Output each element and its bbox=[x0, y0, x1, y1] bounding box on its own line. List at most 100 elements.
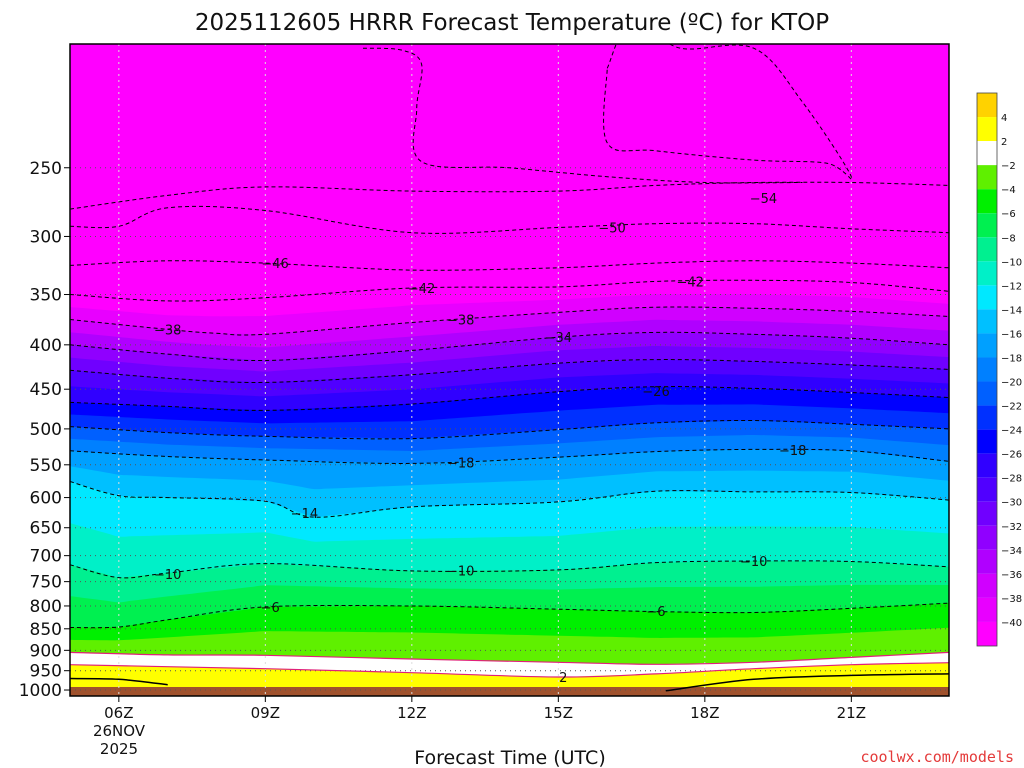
contour-line--22 bbox=[70, 419, 949, 440]
colorbar-swatch bbox=[977, 501, 997, 526]
colorbar-frame bbox=[976, 92, 998, 647]
ground-layer bbox=[70, 686, 949, 696]
x-tick-label: 18Z bbox=[690, 704, 719, 722]
colorbar-swatch bbox=[977, 429, 997, 454]
x-axis-date-day: 26NOV bbox=[93, 722, 146, 740]
colorbar-tick-label: −14 bbox=[1001, 305, 1022, 316]
contour-label: −42 bbox=[676, 275, 703, 290]
colorbar-tick-label: −22 bbox=[1001, 402, 1022, 413]
x-axis-date-year: 2025 bbox=[100, 740, 138, 758]
colorbar-tick-label: −30 bbox=[1001, 498, 1022, 509]
x-tick-label: 12Z bbox=[397, 704, 426, 722]
x-tick-label: 06Z bbox=[104, 704, 133, 722]
colorbar-tick-label: −8 bbox=[1001, 233, 1016, 244]
contour-label: −6 bbox=[261, 601, 280, 616]
contour-label: −10 bbox=[447, 564, 474, 579]
colorbar-tick-label: −36 bbox=[1001, 570, 1022, 581]
y-tick-label: 850 bbox=[30, 620, 62, 640]
contour-label: −54 bbox=[750, 192, 777, 207]
x-tick-label: 15Z bbox=[544, 704, 573, 722]
colorbar-swatch bbox=[977, 333, 997, 358]
colorbar-tick-label: 2 bbox=[1001, 137, 1007, 148]
contour-label: −14 bbox=[291, 507, 318, 522]
y-tick-label: 950 bbox=[30, 662, 62, 682]
colorbar-swatch bbox=[977, 525, 997, 550]
contour-line--30 bbox=[70, 359, 949, 383]
credit-text: coolwx.com/models bbox=[860, 748, 1014, 766]
y-tick-label: 900 bbox=[30, 641, 62, 661]
colorbar-swatch bbox=[977, 381, 997, 406]
colorbar-swatch bbox=[977, 261, 997, 286]
colorbar-swatch bbox=[977, 453, 997, 478]
contour-line--46 bbox=[70, 260, 949, 271]
warm-layer-outline-0 bbox=[70, 677, 168, 686]
contour-line--2 bbox=[70, 651, 949, 665]
contour-line--10 bbox=[70, 560, 949, 579]
colorbar-tick-label: −4 bbox=[1001, 185, 1016, 196]
contour-label: −10 bbox=[740, 555, 767, 570]
colorbar-swatch bbox=[977, 573, 997, 598]
grid-lines bbox=[70, 44, 949, 696]
y-tick-label: 650 bbox=[30, 519, 62, 539]
y-tick-label: 700 bbox=[30, 547, 62, 567]
contour-line-upper-left bbox=[362, 47, 803, 184]
contour-label: 2 bbox=[559, 671, 567, 686]
contour-label: −46 bbox=[261, 257, 288, 272]
colorbar-swatch bbox=[977, 597, 997, 622]
colorbar-swatch bbox=[977, 309, 997, 334]
colorbar-swatch bbox=[977, 405, 997, 430]
y-tick-label: 450 bbox=[30, 380, 62, 400]
colorbar-tick-label: −12 bbox=[1001, 281, 1022, 292]
colorbar-swatch bbox=[977, 213, 997, 238]
y-tick-label: 800 bbox=[30, 597, 62, 617]
contour-label: −42 bbox=[408, 282, 435, 297]
contour-line--14 bbox=[70, 481, 949, 518]
contour-line--6 bbox=[70, 602, 949, 629]
contour-label: −18 bbox=[447, 457, 474, 472]
y-tick-label: 300 bbox=[30, 227, 62, 247]
colorbar-swatch bbox=[977, 477, 997, 502]
contour-label: −38 bbox=[447, 314, 474, 329]
x-axis-label: Forecast Time (UTC) bbox=[414, 747, 605, 768]
contour-label: −10 bbox=[154, 568, 181, 583]
x-tick-label: 21Z bbox=[837, 704, 866, 722]
y-tick-label: 500 bbox=[30, 420, 62, 440]
colorbar-tick-label: 4 bbox=[1001, 113, 1007, 124]
contour-line-upper-closed bbox=[603, 44, 853, 180]
colorbar-tick-label: −16 bbox=[1001, 329, 1022, 340]
warm-layer-outline-1 bbox=[665, 673, 949, 692]
colorbar-swatch bbox=[977, 621, 997, 646]
contour-line-2 bbox=[70, 662, 949, 678]
contour-label: −50 bbox=[598, 222, 625, 237]
colorbar-tick-label: −38 bbox=[1001, 594, 1022, 605]
colorbar-tick-label: −40 bbox=[1001, 618, 1022, 629]
contour-label: −6 bbox=[646, 605, 665, 620]
y-tick-label: 350 bbox=[30, 286, 62, 306]
colorbar-swatch bbox=[977, 357, 997, 382]
x-tick-label: 09Z bbox=[251, 704, 280, 722]
contour-line--34 bbox=[70, 331, 949, 362]
contour-label: −18 bbox=[779, 444, 806, 459]
contour-lines bbox=[70, 44, 949, 692]
colorbar-tick-label: −34 bbox=[1001, 546, 1022, 557]
contour-line--26 bbox=[70, 386, 949, 411]
y-tick-label: 600 bbox=[30, 489, 62, 509]
colorbar-swatch bbox=[977, 237, 997, 262]
y-axis-pressure: 2503003504004505005506006507007508008509… bbox=[19, 159, 70, 701]
colorbar-swatch bbox=[977, 189, 997, 214]
contour-labels: −54 −50 −46 −42 −42 −38 −38 −34 −26 −18 −18 −14 −10 −… bbox=[154, 192, 807, 686]
contour-label: −38 bbox=[154, 323, 181, 338]
colorbar-tick-label: −28 bbox=[1001, 474, 1022, 485]
colorbar-swatch bbox=[977, 549, 997, 574]
colorbar-swatch bbox=[977, 117, 997, 142]
plot-area: −54 −50 −46 −42 −42 −38 −38 −34 −26 −18 −18 −14 −10 −… bbox=[70, 44, 949, 696]
contour-label: −34 bbox=[545, 331, 572, 346]
contour-line--38 bbox=[70, 306, 949, 336]
contour-line--50 bbox=[70, 205, 949, 234]
contour-line--42 bbox=[70, 279, 949, 302]
x-axis-time: 06Z 09Z 12Z 15Z 18Z 21Z bbox=[104, 696, 866, 722]
colorbar-tick-label: −24 bbox=[1001, 426, 1022, 437]
colorbar-tick-label: −26 bbox=[1001, 450, 1022, 461]
plot-frame bbox=[69, 43, 950, 697]
